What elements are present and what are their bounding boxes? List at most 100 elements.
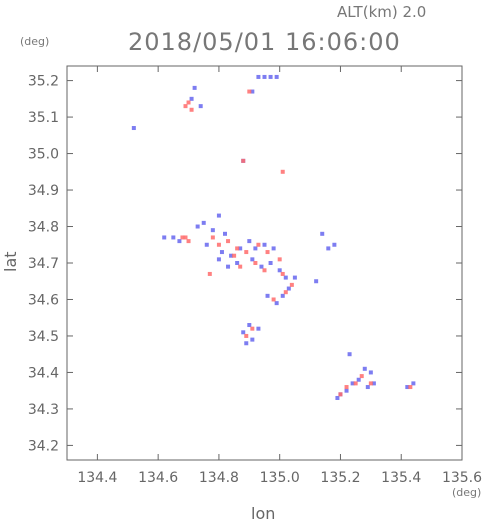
y-tick-label: 34.5: [28, 329, 59, 345]
negative-point: [195, 224, 200, 229]
positive-point: [186, 239, 191, 244]
negative-point: [274, 74, 279, 79]
negative-point: [362, 366, 367, 371]
positive-point: [238, 264, 243, 269]
negative-point: [171, 235, 176, 240]
positive-point: [262, 268, 267, 273]
negative-point: [226, 264, 231, 269]
positive-point: [344, 385, 349, 390]
positive-point: [265, 250, 270, 255]
negative-point: [332, 242, 337, 247]
negative-point: [277, 268, 282, 273]
positive-point: [226, 239, 231, 244]
x-tick-label: 135.0: [260, 470, 300, 486]
y-tick-label: 35.0: [28, 147, 59, 163]
negative-point: [268, 74, 273, 79]
x-unit-label: (deg): [452, 486, 481, 499]
positive-point: [408, 385, 413, 390]
negative-point: [283, 275, 288, 280]
negative-point: [229, 253, 234, 258]
positive-point: [244, 250, 249, 255]
negative-point: [177, 239, 182, 244]
y-tick-label: 34.3: [28, 402, 59, 418]
positive-point: [250, 326, 255, 331]
negative-point: [256, 326, 261, 331]
x-tick-label: 134.6: [138, 470, 178, 486]
negative-point: [268, 261, 273, 265]
y-tick-label: 34.6: [28, 292, 59, 308]
x-tick-label: 135.2: [320, 470, 360, 486]
negative-point: [286, 286, 291, 291]
chart-title: 2018/05/01 16:06:00: [128, 28, 401, 56]
positive-point: [235, 246, 240, 251]
y-tick-label: 35.1: [28, 110, 59, 126]
positive-point: [207, 271, 212, 276]
negative-point: [256, 74, 261, 79]
negative-point: [216, 257, 221, 262]
y-tick-label: 35.2: [28, 74, 59, 90]
positive-point: [189, 107, 194, 112]
positive-point: [183, 104, 188, 109]
positive-point: [338, 392, 343, 397]
positive-point: [271, 297, 276, 302]
negative-point: [347, 352, 352, 357]
positive-point: [280, 271, 285, 276]
positive-point: [283, 290, 288, 295]
negative-point: [274, 301, 279, 306]
negative-point: [262, 242, 267, 247]
negative-point: [292, 275, 297, 280]
positive-point: [289, 282, 294, 287]
positive-point: [353, 381, 358, 386]
negative-point: [210, 228, 215, 233]
x-tick-label: 134.8: [199, 470, 239, 486]
negative-point: [238, 246, 243, 251]
negative-point: [271, 246, 276, 251]
negative-point: [335, 395, 340, 400]
negative-point: [192, 85, 197, 90]
negative-point: [365, 385, 370, 390]
positive-point: [253, 261, 258, 265]
positive-point: [368, 381, 373, 386]
y-tick-label: 34.2: [28, 438, 59, 454]
x-tick-label: 135.4: [381, 470, 421, 486]
negative-point: [162, 235, 167, 240]
positive-point: [241, 158, 246, 163]
negative-point: [368, 370, 373, 375]
negative-point: [219, 250, 224, 255]
negative-point: [350, 381, 355, 386]
y-tick-label: 34.4: [28, 365, 59, 381]
positive-point: [186, 100, 191, 105]
x-axis-label: lon: [251, 504, 275, 521]
y-tick-label: 34.8: [28, 220, 59, 236]
negative-point: [320, 231, 325, 236]
negative-point: [247, 239, 252, 244]
altitude-label: ALT(km) 2.0: [337, 3, 426, 21]
negative-point: [201, 220, 206, 225]
negative-point: [344, 388, 349, 393]
positive-point: [232, 253, 237, 258]
y-axis-label: lat: [1, 251, 20, 272]
negative-point: [265, 293, 270, 298]
negative-point: [235, 261, 240, 265]
negative-point: [131, 126, 136, 131]
negative-point: [253, 246, 258, 251]
y-tick-label: 34.9: [28, 183, 59, 199]
x-tick-label: 135.6: [442, 470, 482, 486]
negative-point: [314, 279, 319, 284]
negative-point: [204, 242, 209, 247]
negative-point: [280, 293, 285, 298]
y-axis: 34.2 34.3 34.4 34.5 34.6 34.7 34.8 34.9 35.0 35.1…: [28, 74, 462, 454]
negative-point: [250, 337, 255, 342]
negative-point: [405, 385, 410, 390]
negative-point: [356, 377, 361, 382]
negative-point: [250, 257, 255, 262]
negative-point: [371, 381, 376, 386]
x-tick-label: 134.4: [77, 470, 117, 486]
y-tick-label: 34.7: [28, 256, 59, 272]
positive-point: [210, 235, 215, 240]
positive-point: [247, 89, 252, 94]
negative-point: [326, 246, 331, 251]
positive-point: [256, 242, 261, 247]
negative-point: [241, 330, 246, 335]
